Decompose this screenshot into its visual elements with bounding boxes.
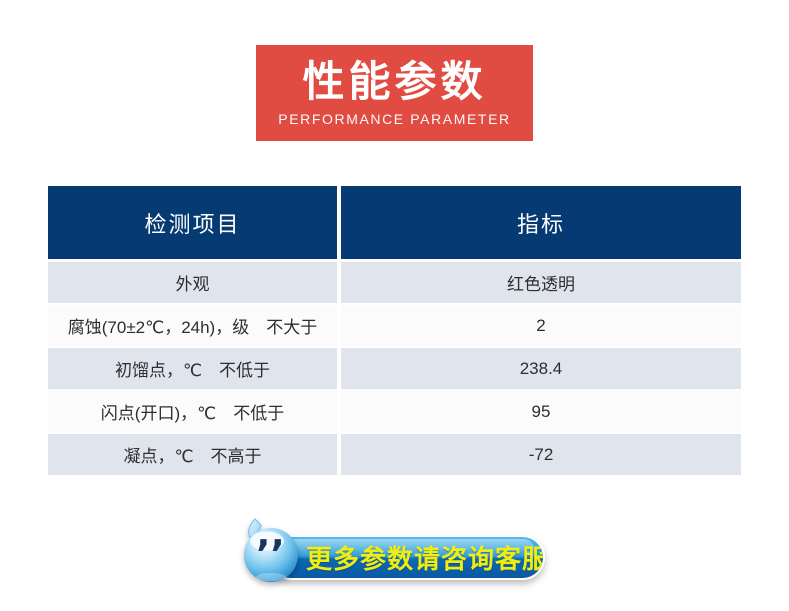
row-item-value: -72 (341, 434, 741, 475)
chat-mascot-icon: ’’ (244, 518, 298, 582)
table-row: 凝点，℃ 不高于 -72 (48, 434, 741, 475)
row-item-value: 2 (341, 305, 741, 346)
contact-cta[interactable]: 更多参数请咨询客服 (240, 518, 552, 590)
banner-subtitle: PERFORMANCE PARAMETER (278, 111, 511, 128)
row-item-value: 95 (341, 391, 741, 432)
row-item-label: 闪点(开口)，℃ 不低于 (48, 391, 337, 432)
table-row: 初馏点，℃ 不低于 238.4 (48, 348, 741, 389)
column-header-test-item: 检测项目 (48, 186, 337, 259)
row-item-value: 红色透明 (341, 262, 741, 303)
row-item-label: 凝点，℃ 不高于 (48, 434, 337, 475)
performance-banner: 性能参数 PERFORMANCE PARAMETER (256, 45, 533, 141)
row-item-label: 外观 (48, 262, 337, 303)
column-header-indicator: 指标 (341, 186, 741, 259)
table-row: 闪点(开口)，℃ 不低于 95 (48, 391, 741, 432)
table-row: 腐蚀(70±2℃，24h)，级 不大于 2 (48, 305, 741, 346)
banner-title: 性能参数 (302, 57, 487, 105)
row-item-label: 腐蚀(70±2℃，24h)，级 不大于 (48, 305, 337, 346)
row-item-value: 238.4 (341, 348, 741, 389)
cta-button[interactable]: 更多参数请咨询客服 (268, 535, 545, 580)
spec-table: 检测项目 指标 外观 红色透明 腐蚀(70±2℃，24h)，级 不大于 2 初馏… (48, 186, 741, 477)
svg-text:’’: ’’ (256, 532, 285, 576)
cta-label: 更多参数请咨询客服 (306, 544, 545, 574)
row-item-label: 初馏点，℃ 不低于 (48, 348, 337, 389)
table-row: 外观 红色透明 (48, 262, 741, 303)
table-header-row: 检测项目 指标 (48, 186, 741, 259)
